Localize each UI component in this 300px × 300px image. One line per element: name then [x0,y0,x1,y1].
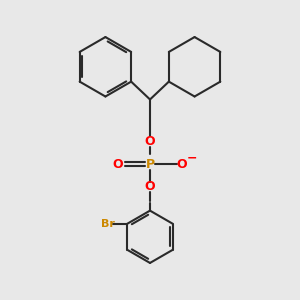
Text: −: − [187,151,197,164]
Text: Br: Br [101,219,115,229]
Text: P: P [146,158,154,171]
Text: O: O [112,158,123,171]
Text: O: O [145,135,155,148]
Text: O: O [177,158,188,171]
Text: O: O [145,180,155,194]
